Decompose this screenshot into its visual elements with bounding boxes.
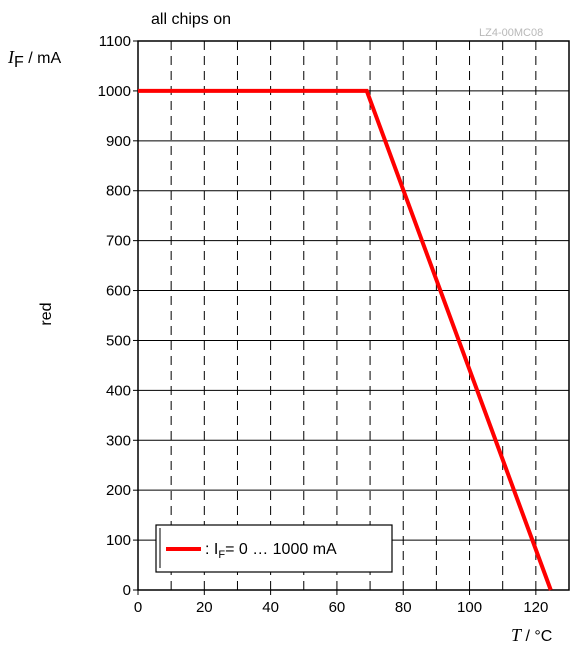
y-axis-label: IF / mA <box>7 47 61 71</box>
chart-code: LZ4-00MC08 <box>479 27 543 39</box>
chart-title: all chips on <box>151 11 231 28</box>
legend-suffix: = 0 … 1000 mA <box>225 541 337 558</box>
plot-frame <box>137 40 570 591</box>
y-tick-label: 500 <box>106 332 131 349</box>
x-tick-label: 40 <box>262 599 279 616</box>
y-tick-label: 200 <box>106 482 131 499</box>
legend-entry: : IF= 0 … 1000 mA <box>205 541 337 561</box>
y-tick-label: 0 <box>123 582 131 599</box>
x-tick-label: 20 <box>196 599 213 616</box>
x-axis-symbol: T <box>511 625 523 645</box>
x-axis-label: T / °C <box>511 625 552 645</box>
x-tick-label: 120 <box>523 599 548 616</box>
y-tick-label: 900 <box>106 133 131 150</box>
y-tick-label: 700 <box>106 233 131 250</box>
y-tick-label: 300 <box>106 432 131 449</box>
side-label: red <box>38 302 55 325</box>
x-tick-label: 60 <box>329 599 346 616</box>
legend-prefix: : I <box>205 541 218 558</box>
series-group <box>138 88 553 591</box>
series-line-0 <box>138 88 553 591</box>
y-tick-label: 600 <box>106 283 131 300</box>
y-tick-label: 1000 <box>98 83 131 100</box>
y-tick-label: 400 <box>106 382 131 399</box>
y-axis-unit: / mA <box>24 50 62 67</box>
y-tick-label: 100 <box>106 532 131 549</box>
x-tick-label: 0 <box>134 599 142 616</box>
legend: : IF= 0 … 1000 mA <box>155 524 393 573</box>
x-tick-label: 100 <box>457 599 482 616</box>
x-tick-label: 80 <box>395 599 412 616</box>
legend-subscript: F <box>218 549 225 561</box>
grid <box>138 41 569 590</box>
x-axis-unit: / °C <box>521 628 552 645</box>
y-tick-label: 800 <box>106 183 131 200</box>
x-tick-labels: 0 20 40 60 80 100 120 <box>134 599 549 616</box>
tick-marks <box>133 40 537 595</box>
y-axis-subscript: F <box>14 54 24 71</box>
y-tick-label: 1100 <box>99 33 131 50</box>
y-axis-symbol: I <box>7 47 15 67</box>
y-tick-labels: 0 100 200 300 400 500 600 700 800 900 1000 1100 <box>98 33 131 599</box>
